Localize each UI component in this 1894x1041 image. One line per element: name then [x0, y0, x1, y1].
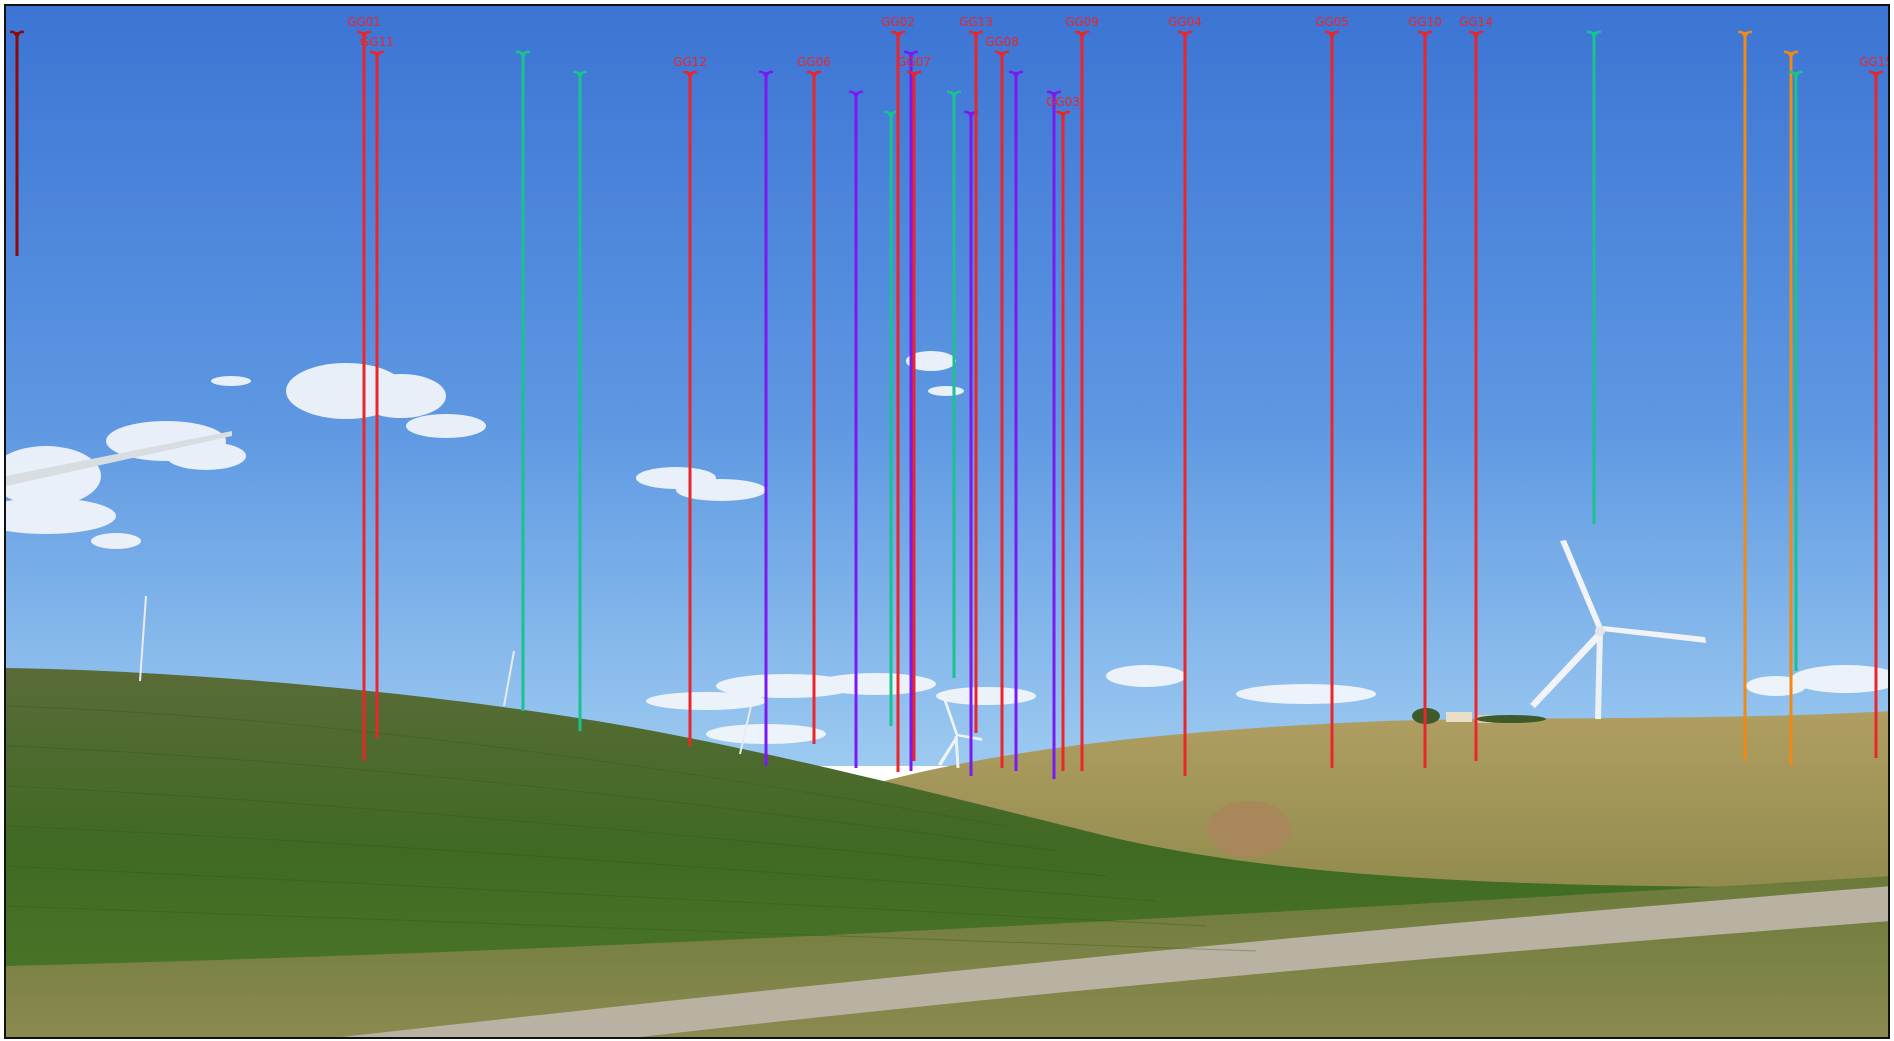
turbine-blade-left: [6, 431, 232, 486]
marker-label: GG06: [797, 55, 831, 69]
marker-label: GG05: [1315, 15, 1349, 29]
marker-label: GG08: [985, 35, 1019, 49]
marker-cap: [1008, 70, 1024, 81]
marker-label: GG13: [959, 15, 993, 29]
marker-line: GG02: [881, 15, 915, 772]
marker-cap: [968, 30, 984, 41]
marker-cap: [946, 90, 962, 101]
marker-cap: [1783, 50, 1799, 61]
marker-label: GG14: [1459, 15, 1493, 29]
landscape-photo: GG01 GG11 GG12 GG06 GG02 GG07 GG13 GG08 GG03 GG09…: [6, 6, 1890, 1037]
marker-line: [572, 70, 588, 731]
marker-label: GG12: [673, 55, 707, 69]
marker-line: GG03: [1046, 95, 1080, 771]
marker-line: [1046, 90, 1062, 779]
marker-line: [903, 50, 919, 771]
marker-cap: [1074, 30, 1090, 41]
marker-cap: [1868, 70, 1884, 81]
marker-cap: [1055, 110, 1071, 121]
marker-label: GG15: [1859, 55, 1890, 69]
marker-cap: [682, 70, 698, 81]
marker-line: GG06: [797, 55, 831, 744]
marker-line: GG05: [1315, 15, 1349, 768]
marker-cap: [994, 50, 1010, 61]
marker-line: GG10: [1408, 15, 1442, 768]
distant-poles: [139, 595, 752, 755]
marker-cap: [758, 70, 774, 81]
marker-cap: [572, 70, 588, 81]
marker-line: GG04: [1168, 15, 1202, 776]
marker-cap: [1324, 30, 1340, 41]
marker-cap: [1737, 30, 1753, 41]
marker-cap: [903, 50, 919, 61]
marker-line: [515, 50, 531, 711]
marker-line: [1737, 30, 1753, 761]
marker-line: GG01: [347, 15, 381, 761]
marker-line: [9, 30, 25, 256]
marker-line: GG11: [360, 35, 394, 738]
marker-line: GG15: [1859, 55, 1890, 758]
marker-cap: [356, 30, 372, 41]
marker-cap: [1468, 30, 1484, 41]
bush: [1207, 801, 1291, 857]
marker-cap: [1788, 70, 1804, 81]
gravel-road: [341, 886, 1888, 1037]
marker-line: [848, 90, 864, 768]
photo-frame: GG01 GG11 GG12 GG06 GG02 GG07 GG13 GG08 GG03 GG09…: [4, 4, 1890, 1039]
marker-line: GG12: [673, 55, 707, 746]
marker-label: GG03: [1046, 95, 1080, 109]
marker-line: GG08: [985, 35, 1019, 768]
marker-label: GG11: [360, 35, 394, 49]
marker-line: [883, 110, 899, 726]
marker-cap: [1586, 30, 1602, 41]
marker-cap: [890, 30, 906, 41]
marker-cap: [9, 30, 25, 41]
wind-turbine-mid: [938, 696, 982, 769]
marker-line: [1788, 70, 1804, 671]
marker-line: [1008, 70, 1024, 771]
marker-cap: [515, 50, 531, 61]
turbine-marker-lines: GG01 GG11 GG12 GG06 GG02 GG07 GG13 GG08 GG03 GG09…: [9, 15, 1890, 779]
marker-line: GG07: [897, 55, 931, 761]
marker-cap: [369, 50, 385, 61]
marker-line: [758, 70, 774, 766]
marker-label: GG01: [347, 15, 381, 29]
marker-cap: [1177, 30, 1193, 41]
foreground-field: [6, 876, 1888, 1037]
marker-cap: [906, 70, 922, 81]
marker-label: GG02: [881, 15, 915, 29]
farmhouse: [1412, 708, 1546, 724]
marker-line: GG13: [959, 15, 993, 733]
marker-line: [946, 90, 962, 678]
marker-label: GG10: [1408, 15, 1442, 29]
marker-cap: [848, 90, 864, 101]
marker-cap: [883, 110, 899, 121]
wind-turbine-right: [1530, 540, 1706, 720]
marker-line: GG09: [1065, 15, 1099, 771]
marker-line: [1586, 30, 1602, 524]
marker-line: [1783, 50, 1799, 766]
marker-cap: [1046, 90, 1062, 101]
marker-cap: [806, 70, 822, 81]
marker-label: GG04: [1168, 15, 1202, 29]
marker-label: GG07: [897, 55, 931, 69]
marker-cap: [1417, 30, 1433, 41]
marker-label: GG09: [1065, 15, 1099, 29]
marker-line: GG14: [1459, 15, 1493, 761]
